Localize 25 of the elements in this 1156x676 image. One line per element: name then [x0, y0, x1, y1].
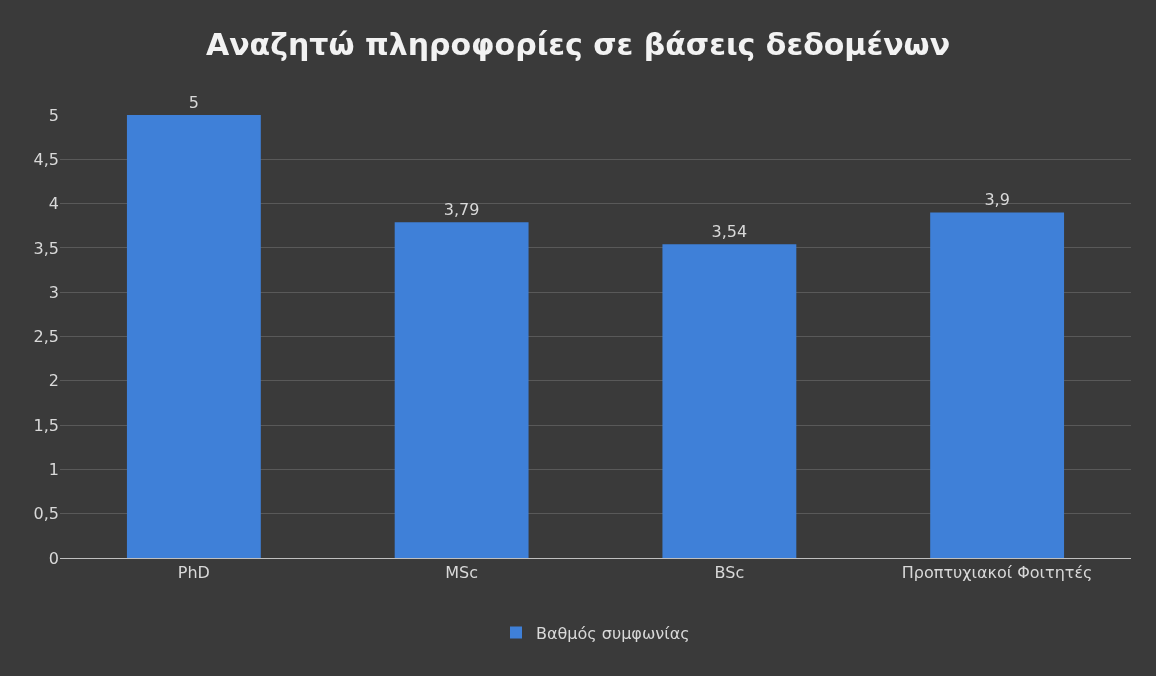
y-tick-label: 3,5 — [33, 238, 59, 258]
y-tick-label: 1,5 — [33, 415, 59, 435]
y-tick-label: 3 — [48, 282, 59, 302]
x-tick-label: PhD — [177, 563, 210, 583]
y-tick-label: 2 — [48, 371, 59, 391]
bar — [394, 222, 529, 558]
y-tick-label: 4,5 — [33, 149, 59, 169]
y-tick-label: 0 — [48, 548, 59, 568]
y-tick-label: 0,5 — [33, 504, 59, 524]
data-label: 3,9 — [984, 190, 1010, 210]
data-label: 5 — [188, 93, 199, 112]
x-tick-label: BSc — [714, 563, 745, 583]
y-tick-label: 2,5 — [33, 327, 59, 347]
chart-title: Αναζητώ πληροφορίες σε βάσεις δεδομένων — [205, 26, 951, 62]
y-tick-label: 1 — [48, 460, 59, 479]
bar — [126, 115, 261, 558]
y-tick-label: 4 — [48, 194, 59, 214]
y-tick-label: 5 — [48, 105, 59, 125]
bar — [662, 244, 797, 558]
data-label: 3,79 — [443, 200, 480, 220]
legend-label: Βαθμός συμφωνίας — [536, 623, 690, 643]
bar — [930, 212, 1065, 558]
x-tick-label: MSc — [445, 563, 479, 583]
x-tick-label: Προπτυχιακοί Φοιτητές — [901, 563, 1093, 583]
data-label: 3,54 — [711, 222, 748, 242]
